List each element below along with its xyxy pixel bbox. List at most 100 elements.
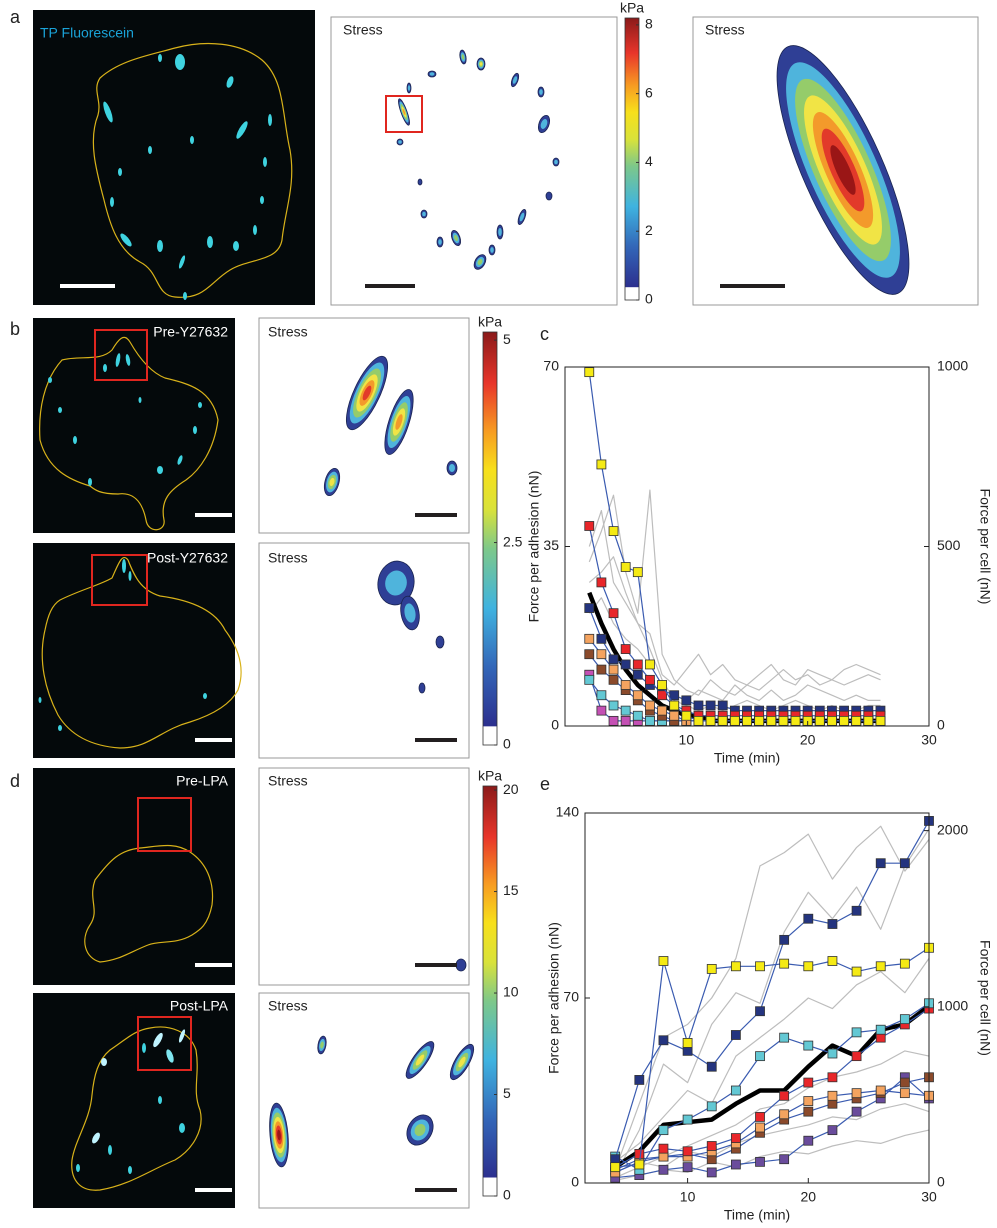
adhesion xyxy=(177,455,183,465)
stress-blob xyxy=(498,228,502,236)
x-tick-label: 20 xyxy=(801,1189,817,1205)
stress-blob xyxy=(490,247,494,253)
data-point xyxy=(803,961,814,972)
series-line xyxy=(588,510,881,712)
y-tick-label: 0 xyxy=(551,717,559,733)
colorbar xyxy=(483,332,497,727)
adhesion xyxy=(73,436,77,444)
x-tick-label: 10 xyxy=(680,1189,696,1205)
data-point xyxy=(755,1051,765,1062)
data-point xyxy=(693,715,704,726)
data-point xyxy=(779,1032,790,1043)
adhesion xyxy=(236,121,248,139)
cell-outline xyxy=(92,42,293,298)
adhesion xyxy=(88,478,92,486)
data-point xyxy=(875,858,886,869)
adhesion xyxy=(190,136,194,144)
y2-axis-label: Force per cell (nN) xyxy=(977,940,993,1056)
data-point xyxy=(851,1027,862,1038)
series-line xyxy=(588,597,881,701)
panel-title: Stress xyxy=(268,550,308,566)
data-point xyxy=(632,669,643,680)
data-point xyxy=(790,715,801,726)
data-point xyxy=(658,1035,669,1046)
data-point xyxy=(730,1030,741,1040)
data-point xyxy=(779,1109,790,1120)
stress-blob xyxy=(454,234,458,242)
data-point xyxy=(669,700,680,711)
data-point xyxy=(608,664,619,675)
stress-map xyxy=(258,317,470,534)
y2-tick-label: 2000 xyxy=(937,821,968,837)
colorbar-unit: kPa xyxy=(478,314,502,330)
stress-blob xyxy=(545,191,553,201)
data-point xyxy=(657,680,667,690)
data-point xyxy=(658,1143,669,1154)
adhesion xyxy=(158,54,162,62)
colorbar-frame xyxy=(482,785,498,1197)
data-point xyxy=(827,956,838,966)
data-point xyxy=(730,1085,741,1096)
data-point xyxy=(851,1106,862,1117)
data-point xyxy=(596,577,607,588)
data-point xyxy=(766,715,777,726)
stress-blob xyxy=(395,414,403,430)
y-tick-label: 35 xyxy=(543,537,559,553)
data-point xyxy=(899,1014,910,1025)
colorbar xyxy=(625,18,639,288)
stress-blob xyxy=(362,385,372,401)
stress-map xyxy=(258,767,470,986)
data-point xyxy=(803,913,814,924)
data-point xyxy=(645,715,655,726)
adhesion xyxy=(128,1166,132,1174)
data-point xyxy=(851,966,862,977)
data-point xyxy=(620,680,631,690)
colorbar-tick-label: 2 xyxy=(645,222,653,238)
adhesion xyxy=(76,1164,80,1172)
zoom-box xyxy=(94,329,148,381)
adhesion xyxy=(101,1058,107,1066)
colorbar-zero xyxy=(483,726,497,745)
colorbar-tick-label: 0 xyxy=(645,291,653,307)
data-point xyxy=(596,459,607,470)
y-tick-label: 70 xyxy=(543,358,559,374)
data-point xyxy=(584,367,595,378)
data-point xyxy=(657,705,667,716)
y-tick-label: 70 xyxy=(563,989,579,1005)
data-point xyxy=(899,858,910,869)
y2-tick-label: 1000 xyxy=(937,358,968,374)
y2-tick-label: 1000 xyxy=(937,998,968,1014)
adhesion xyxy=(157,466,163,474)
stress-blob xyxy=(329,477,335,487)
data-point xyxy=(658,1125,669,1136)
colorbar-tick-label: 6 xyxy=(645,84,653,100)
panel-letter: a xyxy=(10,7,21,27)
panel-title: Stress xyxy=(268,773,308,789)
adhesion xyxy=(118,168,122,176)
stress-blob xyxy=(461,54,465,60)
stress-blob xyxy=(438,239,442,245)
adhesion xyxy=(153,1032,163,1048)
data-point xyxy=(730,1133,741,1143)
adhesion xyxy=(263,157,267,167)
colorbar xyxy=(483,786,497,1178)
data-point xyxy=(632,659,643,670)
data-point xyxy=(875,1024,886,1035)
y-axis-label: Force per adhesion (nN) xyxy=(526,471,542,623)
data-point xyxy=(717,715,728,726)
data-point xyxy=(634,1075,645,1085)
adhesion xyxy=(178,1029,186,1043)
cell-outline xyxy=(41,557,242,749)
data-point xyxy=(717,700,728,711)
stress-blob xyxy=(519,212,525,222)
data-point xyxy=(779,1090,790,1101)
adhesion xyxy=(58,725,62,731)
data-point xyxy=(730,1159,741,1170)
adhesion xyxy=(166,1049,174,1063)
adhesion xyxy=(183,292,187,300)
data-point xyxy=(608,700,619,711)
stress-blob xyxy=(402,108,406,116)
stress-blob xyxy=(477,259,483,265)
data-point xyxy=(706,1167,717,1178)
